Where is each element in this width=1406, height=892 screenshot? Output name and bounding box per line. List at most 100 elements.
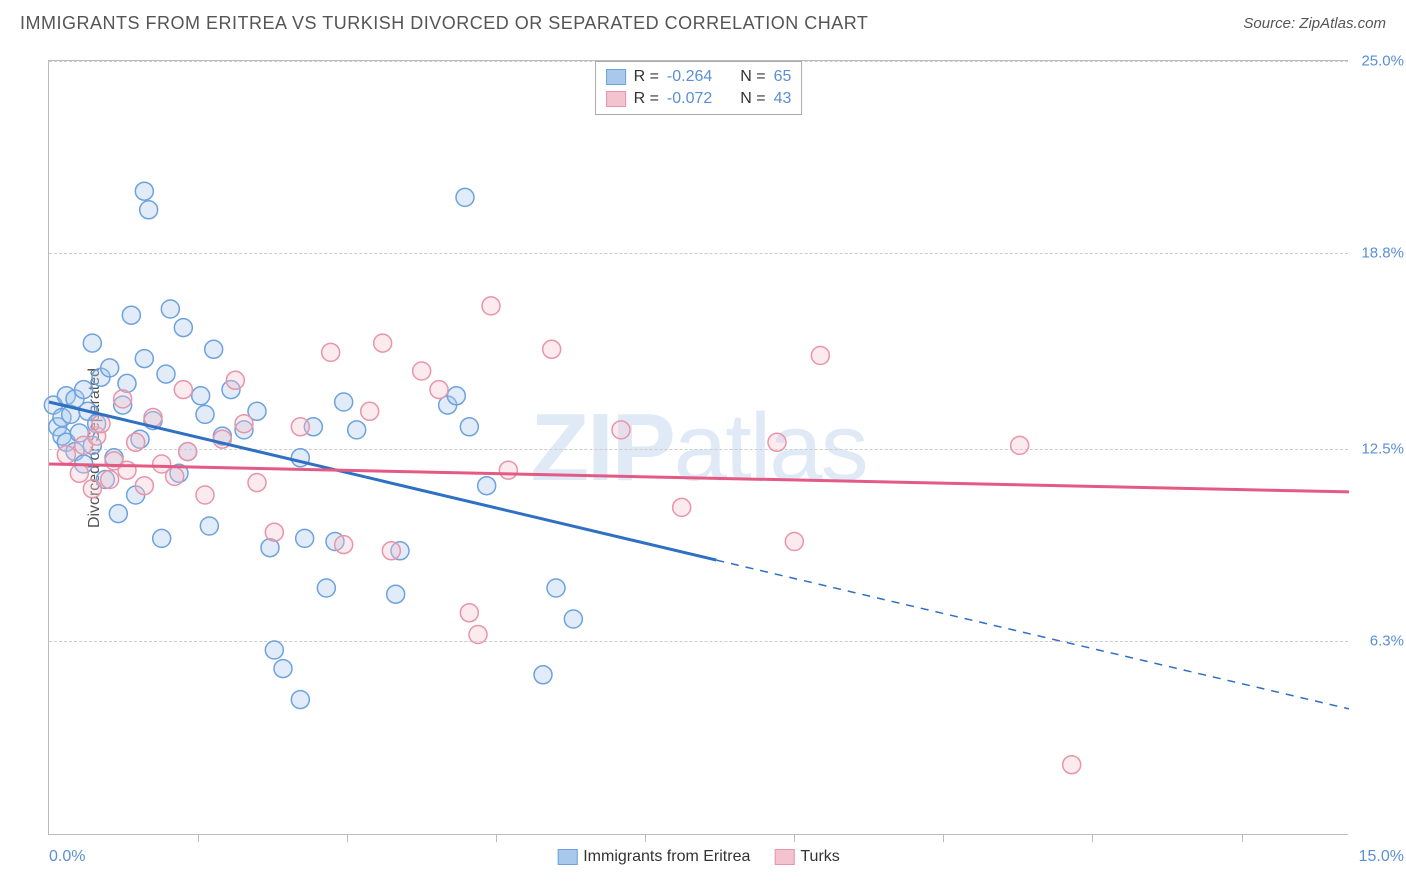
n-value-eritrea: 65 (774, 68, 792, 86)
data-point-turks (785, 533, 803, 551)
data-point-turks (179, 443, 197, 461)
data-point-eritrea (205, 340, 223, 358)
n-label: N = (740, 90, 765, 108)
x-tick (198, 834, 199, 842)
y-tick-label: 25.0% (1361, 53, 1404, 70)
data-point-eritrea (140, 201, 158, 219)
r-label: R = (634, 90, 659, 108)
data-point-turks (196, 486, 214, 504)
data-point-eritrea (447, 387, 465, 405)
y-tick-label: 12.5% (1361, 440, 1404, 457)
data-point-eritrea (534, 666, 552, 684)
n-value-turks: 43 (774, 90, 792, 108)
x-axis-min-label: 0.0% (49, 848, 85, 866)
data-point-turks (413, 362, 431, 380)
x-tick (794, 834, 795, 842)
data-point-eritrea (122, 306, 140, 324)
chart-header: IMMIGRANTS FROM ERITREA VS TURKISH DIVOR… (0, 0, 1406, 46)
n-label: N = (740, 68, 765, 86)
legend-swatch-turks (606, 91, 626, 107)
data-point-eritrea (348, 421, 366, 439)
data-point-eritrea (196, 405, 214, 423)
data-point-turks (135, 477, 153, 495)
regression-extrapolation-eritrea (716, 560, 1349, 709)
data-point-eritrea (291, 691, 309, 709)
data-point-eritrea (101, 359, 119, 377)
data-point-turks (248, 474, 266, 492)
y-tick-label: 18.8% (1361, 245, 1404, 262)
data-point-turks (1011, 436, 1029, 454)
data-point-turks (174, 381, 192, 399)
data-point-turks (83, 480, 101, 498)
legend-item-turks: Turks (774, 848, 839, 866)
x-tick (1242, 834, 1243, 842)
data-point-eritrea (192, 387, 210, 405)
data-point-turks (469, 626, 487, 644)
x-tick (496, 834, 497, 842)
data-point-turks (57, 446, 75, 464)
data-point-eritrea (200, 517, 218, 535)
data-point-turks (374, 334, 392, 352)
data-point-turks (430, 381, 448, 399)
data-point-turks (768, 433, 786, 451)
data-point-turks (114, 390, 132, 408)
plot-area: Divorced or Separated ZIPatlas 25.0%18.8… (48, 60, 1348, 835)
data-point-turks (482, 297, 500, 315)
series-legend: Immigrants from Eritrea Turks (557, 848, 840, 866)
data-point-turks (235, 415, 253, 433)
data-point-eritrea (547, 579, 565, 597)
data-point-turks (127, 433, 145, 451)
data-point-eritrea (153, 529, 171, 547)
data-point-turks (166, 467, 184, 485)
data-point-turks (460, 604, 478, 622)
data-point-turks (811, 347, 829, 365)
data-point-eritrea (135, 350, 153, 368)
data-point-eritrea (109, 505, 127, 523)
data-point-eritrea (265, 641, 283, 659)
data-point-turks (118, 461, 136, 479)
data-point-turks (265, 523, 283, 541)
x-tick (943, 834, 944, 842)
data-point-eritrea (161, 300, 179, 318)
y-tick-label: 6.3% (1370, 632, 1404, 649)
data-point-eritrea (174, 319, 192, 337)
data-point-turks (382, 542, 400, 560)
x-tick (645, 834, 646, 842)
chart-canvas (49, 61, 1348, 834)
data-point-eritrea (335, 393, 353, 411)
data-point-turks (92, 415, 110, 433)
r-value-eritrea: -0.264 (667, 68, 712, 86)
x-tick (347, 834, 348, 842)
x-tick (1092, 834, 1093, 842)
data-point-eritrea (456, 188, 474, 206)
data-point-turks (673, 498, 691, 516)
source-prefix: Source: (1243, 15, 1299, 32)
regression-line-turks (49, 464, 1349, 492)
chart-title: IMMIGRANTS FROM ERITREA VS TURKISH DIVOR… (20, 13, 868, 34)
correlation-row-eritrea: R = -0.264 N = 65 (606, 66, 792, 88)
legend-label-eritrea: Immigrants from Eritrea (583, 848, 750, 866)
r-value-turks: -0.072 (667, 90, 712, 108)
legend-swatch-turks (774, 849, 794, 865)
data-point-eritrea (478, 477, 496, 495)
correlation-legend: R = -0.264 N = 65 R = -0.072 N = 43 (595, 61, 803, 115)
data-point-turks (335, 536, 353, 554)
data-point-eritrea (135, 182, 153, 200)
data-point-turks (612, 421, 630, 439)
data-point-turks (291, 418, 309, 436)
data-point-eritrea (83, 334, 101, 352)
r-label: R = (634, 68, 659, 86)
source-name: ZipAtlas.com (1299, 15, 1386, 32)
legend-label-turks: Turks (800, 848, 839, 866)
data-point-eritrea (564, 610, 582, 628)
data-point-eritrea (296, 529, 314, 547)
data-point-turks (499, 461, 517, 479)
correlation-row-turks: R = -0.072 N = 43 (606, 88, 792, 110)
data-point-eritrea (387, 585, 405, 603)
legend-swatch-eritrea (557, 849, 577, 865)
data-point-turks (70, 464, 88, 482)
source-attribution: Source: ZipAtlas.com (1243, 15, 1386, 32)
data-point-eritrea (317, 579, 335, 597)
data-point-turks (1063, 756, 1081, 774)
data-point-turks (322, 343, 340, 361)
